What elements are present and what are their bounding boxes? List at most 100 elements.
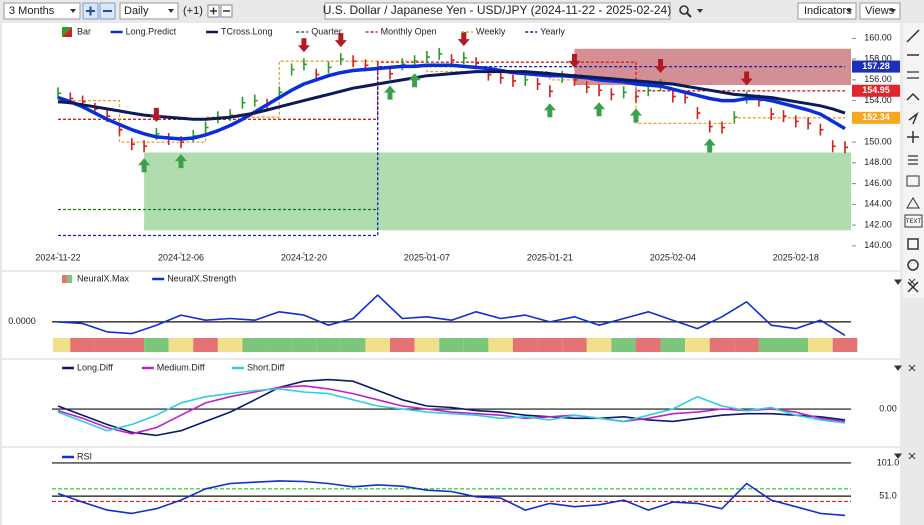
signal-cell [562,338,587,352]
price-bar [389,67,394,80]
signal-cell [365,338,391,352]
tool-rect[interactable] [906,175,920,187]
y-tick-label: 0.0000 [8,316,36,326]
sell-arrow [297,38,310,53]
price-bar [536,78,541,91]
price-bar [438,47,443,60]
tool-fib[interactable] [908,155,918,165]
price-bar [130,138,135,151]
tool-pattern[interactable] [906,92,920,101]
tool-text-label: TEXT [906,219,922,225]
price-bar [229,109,234,122]
range-select[interactable] [3,2,81,20]
indicator-line [57,378,846,437]
price-bar [143,140,148,153]
signal-cell [291,338,317,352]
legend-label: Monthly Open [381,26,437,36]
signal-cell [685,338,710,352]
y-tick-label: 101.0 [877,457,900,467]
toolbar: 3 Months Daily (+1) U.S. Dollar / Japane… [3,2,901,20]
sell-arrow [568,53,581,68]
tool-square[interactable] [907,238,919,250]
interval-select[interactable] [119,2,179,20]
y-tick-label: 0.00 [879,403,897,413]
signal-cell [635,338,661,352]
price-bar [844,141,848,154]
views-button[interactable] [859,2,901,20]
tool-pen[interactable] [908,111,919,125]
signal-cell [808,338,833,352]
dropdown-icon [70,9,76,13]
price-bar [340,53,344,66]
dropdown-icon [697,9,703,13]
sell-arrow [334,33,347,48]
dropdown-icon [846,9,852,13]
price-bar [462,52,467,65]
panel-control[interactable] [894,364,916,372]
signal-cell [734,338,759,352]
signal-cell [439,338,464,352]
x-tick-label: 2025-01-21 [527,252,573,262]
price-bar [635,90,639,103]
search-icon[interactable] [679,5,689,15]
y-tick-label: 154.00 [864,95,892,105]
x-tick-label: 2024-12-20 [281,252,327,262]
plus-icon [86,6,95,16]
legend-label: Medium.Diff [157,362,205,372]
price-label: 152.34 [862,112,890,122]
price-bar [303,58,307,71]
price-bar [770,108,775,121]
sell-arrow [150,107,163,122]
signal-cell [70,338,95,352]
signal-cell [832,338,858,352]
symbol-box[interactable] [324,2,671,20]
tool-line[interactable] [906,29,920,43]
panel-control[interactable] [894,278,916,286]
signal-cell [193,338,218,352]
legend-label: NeuralX.Max [77,273,130,283]
indicators-button[interactable] [797,2,857,20]
price-bar [807,117,812,130]
range-text: 3 Months [9,5,55,17]
price-bar [585,81,590,94]
views-text: Views [865,5,895,17]
signal-cell [414,338,440,352]
signal-cell [390,338,415,352]
panel-control[interactable] [894,452,916,460]
legend-swatch [62,275,67,283]
buy-arrow [703,138,716,153]
search-icon-handle [686,12,692,18]
indicator-line [57,63,846,141]
price-bar [327,61,332,74]
signal-cell [94,338,120,352]
sell-arrow [740,71,753,86]
tool-text[interactable] [904,214,923,228]
buy-arrow [593,102,606,117]
level-line [58,65,845,237]
price-label: 157.28 [862,61,890,71]
price-bar [708,120,713,133]
price-label-bg [852,84,900,97]
tool-channel[interactable] [907,71,919,79]
tool-triangle[interactable] [906,197,920,209]
price-bar [253,94,258,107]
price-bar [57,87,61,100]
dropdown-icon [890,9,896,13]
signal-cell [168,338,194,352]
buy-arrow [543,103,556,118]
tool-cross[interactable] [907,131,919,143]
price-bar [426,51,430,64]
x-tick-label: 2025-02-18 [773,252,819,262]
price-bar [401,58,406,71]
legend-swatch [67,275,72,283]
signal-cell [488,338,513,352]
legend-label: Bar [77,26,91,36]
signal-cell [660,338,686,352]
price-bar [499,71,504,84]
symbol-text: U.S. Dollar / Japanese Yen - USD/JPY (20… [323,3,671,17]
buy-arrow [408,73,421,88]
tool-circle[interactable] [907,259,919,271]
signal-cell [783,338,809,352]
